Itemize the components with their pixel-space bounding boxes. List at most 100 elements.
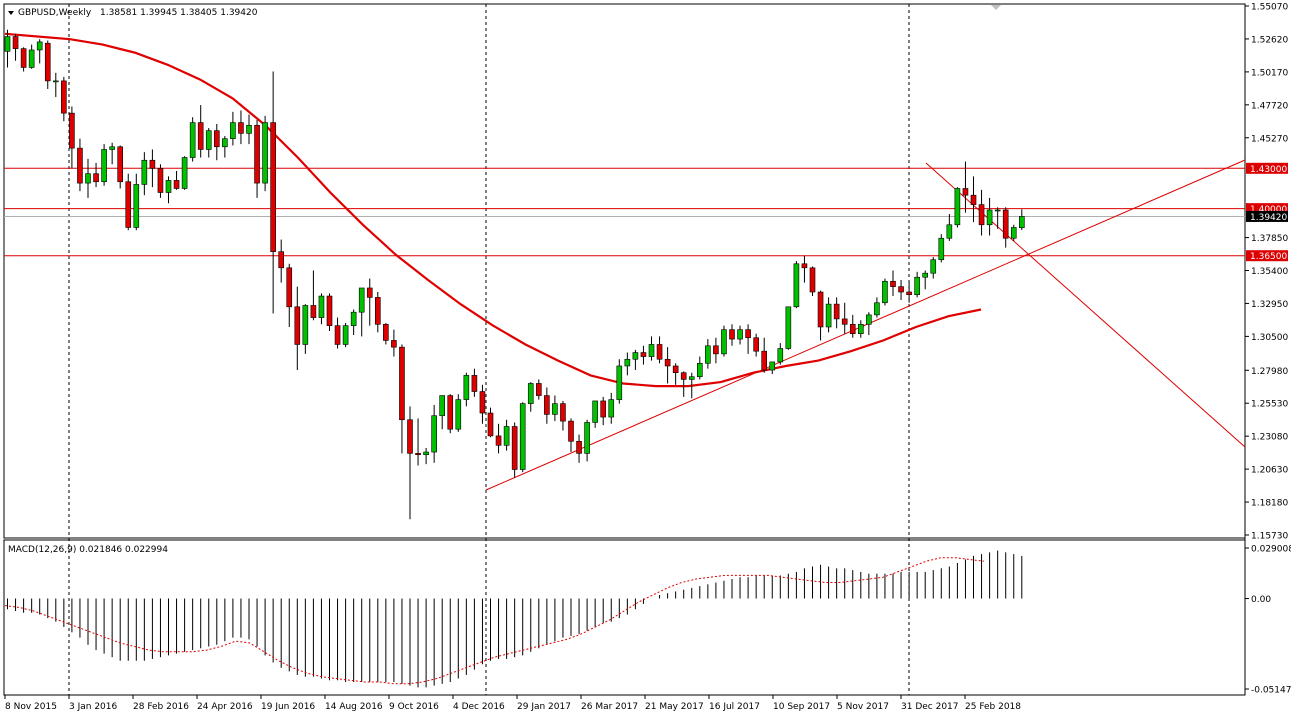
price-tick-label: 1.47720 <box>1251 101 1288 111</box>
candle-body <box>141 159 148 185</box>
candle <box>61 76 67 122</box>
candle-body <box>205 130 212 150</box>
candle <box>849 314 856 338</box>
candle-body <box>399 346 405 421</box>
candle <box>278 239 285 283</box>
chart-title: GBPUSD,Weekly <box>18 8 92 18</box>
candle-body <box>938 237 945 261</box>
candle-body <box>326 295 333 326</box>
candle <box>777 343 784 365</box>
candle-body <box>391 340 397 348</box>
candle-body <box>664 358 671 367</box>
candle <box>745 324 751 354</box>
candle <box>938 234 945 263</box>
candle-body <box>222 138 228 148</box>
candle-body <box>117 146 123 183</box>
candle-body <box>431 415 437 453</box>
candle-body <box>874 302 880 316</box>
candle <box>471 368 478 397</box>
candle <box>906 281 912 303</box>
candle <box>133 173 140 231</box>
date-label: 3 Jan 2016 <box>69 702 117 712</box>
rising-trendline[interactable] <box>485 159 1246 491</box>
candle-body <box>616 365 623 400</box>
candle <box>817 290 824 341</box>
price-tick-label: 1.45270 <box>1251 134 1288 144</box>
candle-body <box>479 391 486 414</box>
candle <box>28 44 35 69</box>
candle <box>785 306 792 350</box>
candle-body <box>77 147 83 184</box>
candle-body <box>447 395 454 430</box>
candle <box>833 297 840 329</box>
candle <box>431 404 437 463</box>
candle <box>769 361 776 375</box>
candle-body <box>793 263 800 308</box>
candle <box>197 105 204 158</box>
candle <box>36 39 43 64</box>
candle-body <box>366 287 373 298</box>
candle-body <box>342 325 349 345</box>
candle-body <box>101 149 107 183</box>
candle <box>721 325 727 357</box>
candle <box>310 270 317 321</box>
price-axis: 1.55070 1.52620 1.50170 1.47720 1.45270 1.430… <box>1245 3 1288 542</box>
candle-body <box>334 325 341 345</box>
candle <box>214 123 220 161</box>
candle <box>544 387 550 424</box>
candle <box>77 138 83 192</box>
candle-body <box>230 122 236 140</box>
candle-body <box>238 122 244 134</box>
candle-body <box>809 267 816 293</box>
candle <box>713 337 719 364</box>
candle-body <box>358 287 365 313</box>
candle-body <box>624 358 631 367</box>
candle-body <box>254 124 260 184</box>
price-tick-label: 1.20630 <box>1251 466 1288 476</box>
horizontal-levels[interactable] <box>4 167 1245 257</box>
scroll-marker-icon[interactable] <box>991 5 1001 10</box>
candle-body <box>214 130 220 148</box>
candle <box>101 144 107 186</box>
candle-body <box>584 422 590 454</box>
candles <box>4 29 1025 520</box>
candle <box>503 419 510 451</box>
candle <box>109 142 115 165</box>
candle-body <box>495 435 502 446</box>
candle <box>1010 224 1017 241</box>
candle-body <box>318 295 325 318</box>
candle-body <box>753 337 759 352</box>
candle-body <box>680 372 687 380</box>
candle-body <box>946 224 953 239</box>
level-tag-label: 1.36500 <box>1250 252 1287 262</box>
candle-body <box>769 361 776 371</box>
candle <box>898 279 904 301</box>
candle-body <box>439 395 446 417</box>
candle <box>439 395 446 430</box>
candle <box>729 324 735 346</box>
candle-body <box>1018 216 1025 229</box>
candle <box>286 263 293 327</box>
candle <box>205 127 212 158</box>
moving-average <box>4 32 982 388</box>
candle-body <box>592 400 598 423</box>
candle <box>374 292 381 333</box>
candle <box>358 287 365 337</box>
date-axis: 8 Nov 2015 3 Jan 2016 28 Feb 2016 24 Apr 20… <box>4 695 1021 712</box>
candle <box>793 261 800 309</box>
candle <box>455 394 462 432</box>
candle <box>463 372 470 407</box>
date-label: 4 Dec 2016 <box>453 702 505 712</box>
macd-panel-frame <box>3 539 1246 696</box>
candle <box>825 297 832 333</box>
candle <box>737 325 743 345</box>
level-tag <box>1246 250 1288 262</box>
macd-tick-label: -0.051476 <box>1251 686 1291 696</box>
candle <box>664 347 671 384</box>
candle <box>874 297 880 318</box>
candle <box>656 336 663 364</box>
symbol-dropdown-icon[interactable] <box>8 11 14 15</box>
candle <box>680 371 687 397</box>
candle-body <box>640 352 647 357</box>
candle <box>519 402 526 473</box>
